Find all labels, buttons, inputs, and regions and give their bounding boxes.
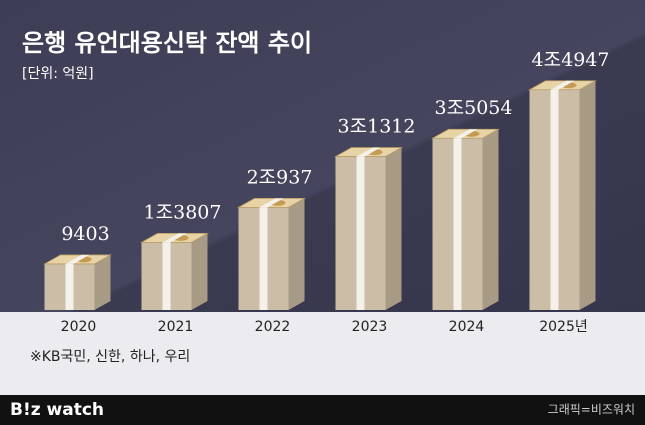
money-stack — [333, 147, 404, 310]
chart-subtitle: [단위: 억원] — [22, 66, 94, 82]
stack-side — [482, 129, 499, 310]
money-stack — [430, 128, 501, 310]
stack-side — [191, 233, 208, 310]
source-note: ※KB국민, 신한, 하나, 우리 — [30, 349, 190, 365]
band-top — [162, 233, 187, 243]
band-front — [550, 89, 559, 310]
band-front — [259, 207, 268, 310]
band-top — [259, 198, 284, 208]
footer-bar — [0, 395, 645, 425]
band-front — [162, 242, 171, 310]
stack-side — [94, 254, 111, 310]
band-front — [356, 156, 365, 310]
credit: 그래픽=비즈워치 — [548, 403, 635, 417]
value-label: 2조937 — [247, 166, 313, 188]
value-label: 3조5054 — [435, 97, 513, 119]
money-stack — [236, 198, 307, 310]
value-label: 3조1312 — [338, 116, 416, 138]
money-stack — [42, 254, 113, 310]
stack-side — [579, 80, 596, 310]
money-stack — [527, 80, 598, 310]
money-stack — [139, 232, 210, 310]
x-tick-label: 2020 — [61, 319, 97, 335]
value-label: 4조4947 — [532, 49, 610, 71]
chart-title: 은행 유언대용신탁 잔액 추이 — [22, 29, 312, 57]
label-band — [0, 312, 645, 395]
band-top — [550, 80, 575, 90]
band-top — [453, 129, 478, 139]
band-front — [65, 263, 74, 310]
value-label: 1조3807 — [144, 201, 222, 223]
value-label: 9403 — [61, 223, 109, 245]
x-tick-label: 2023 — [352, 319, 388, 335]
band-front — [453, 138, 462, 310]
x-tick-label: 2022 — [255, 319, 291, 335]
x-tick-label: 2021 — [158, 319, 194, 335]
plot: 2020 9403 2021 1조3807 2022 2조937 2023 3조1312 202… — [42, 49, 610, 335]
stack-side — [385, 147, 402, 310]
band-top — [65, 254, 90, 264]
x-tick-label: 2025년 — [539, 319, 588, 335]
stack-side — [288, 198, 305, 310]
logo: B!z watch — [10, 400, 104, 420]
band-top — [356, 147, 381, 157]
x-tick-label: 2024 — [449, 319, 485, 335]
